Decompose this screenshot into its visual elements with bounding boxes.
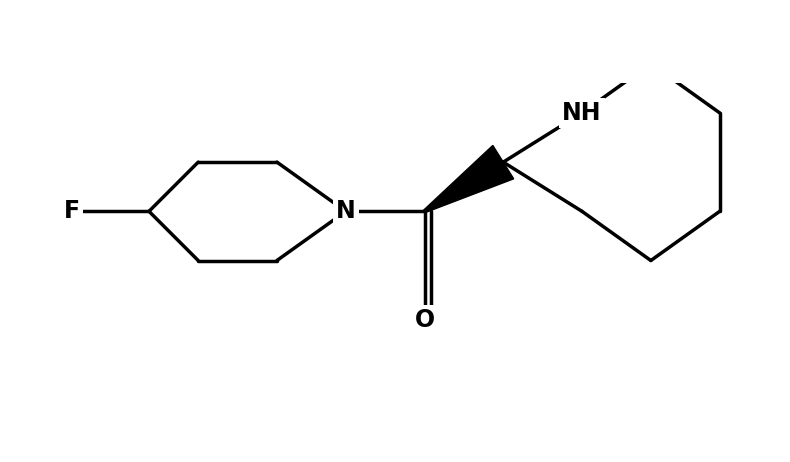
Text: O: O	[415, 308, 434, 332]
Text: F: F	[64, 199, 80, 223]
Polygon shape	[423, 146, 514, 213]
Text: NH: NH	[562, 101, 602, 125]
Text: N: N	[336, 199, 356, 223]
